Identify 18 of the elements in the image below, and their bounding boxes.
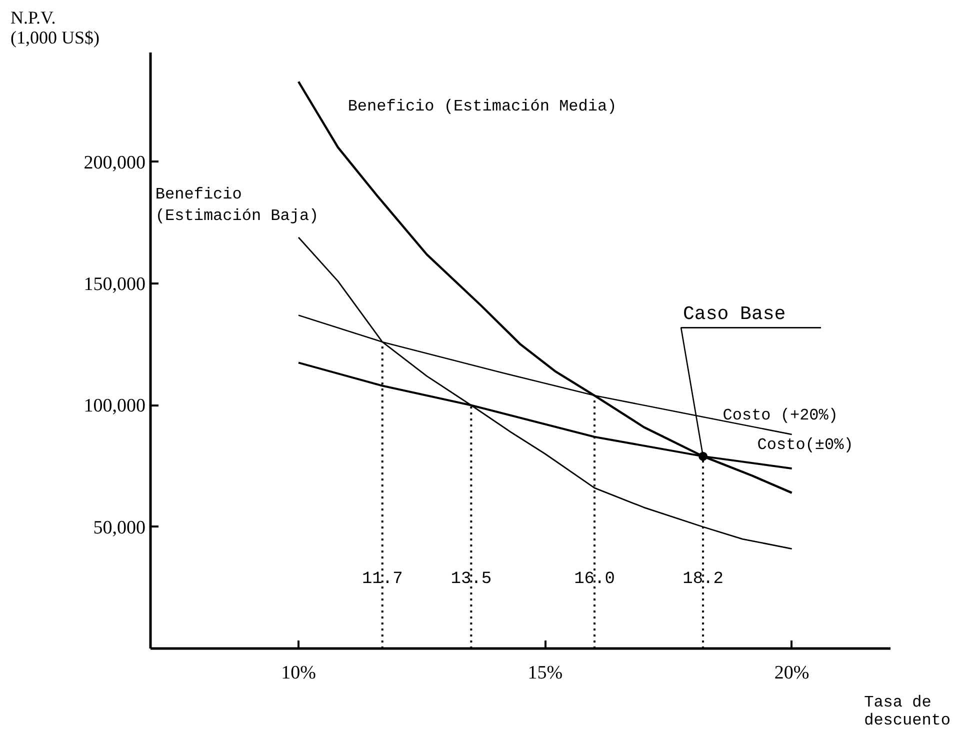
- x-tick-label: 20%: [774, 662, 810, 684]
- ref-line-label: 16.0: [574, 570, 615, 589]
- y-tick-label: 100,000: [84, 396, 146, 417]
- x-tick-label: 15%: [528, 662, 563, 684]
- x-axis-title: Tasa de descuento: [864, 694, 951, 730]
- y-axis-title: N.P.V. (1,000 US$): [10, 8, 100, 48]
- y-tick-label: 50,000: [93, 517, 146, 538]
- series-label: Costo(±0%): [757, 436, 854, 454]
- ref-line-label: 18.2: [682, 570, 724, 589]
- y-tick-label: 150,000: [84, 274, 146, 296]
- series-label: Beneficio (Estimación Media): [348, 98, 617, 116]
- annotation: Caso Base: [683, 303, 786, 326]
- y-tick-label: 200,000: [84, 152, 146, 174]
- series-label: Costo (+20%): [722, 406, 838, 425]
- ref-line-label: 11.7: [362, 570, 403, 589]
- ref-line-label: 13.5: [450, 570, 492, 589]
- series-label: Beneficio (Estimación Baja): [155, 186, 319, 226]
- x-tick-label: 10%: [281, 662, 316, 684]
